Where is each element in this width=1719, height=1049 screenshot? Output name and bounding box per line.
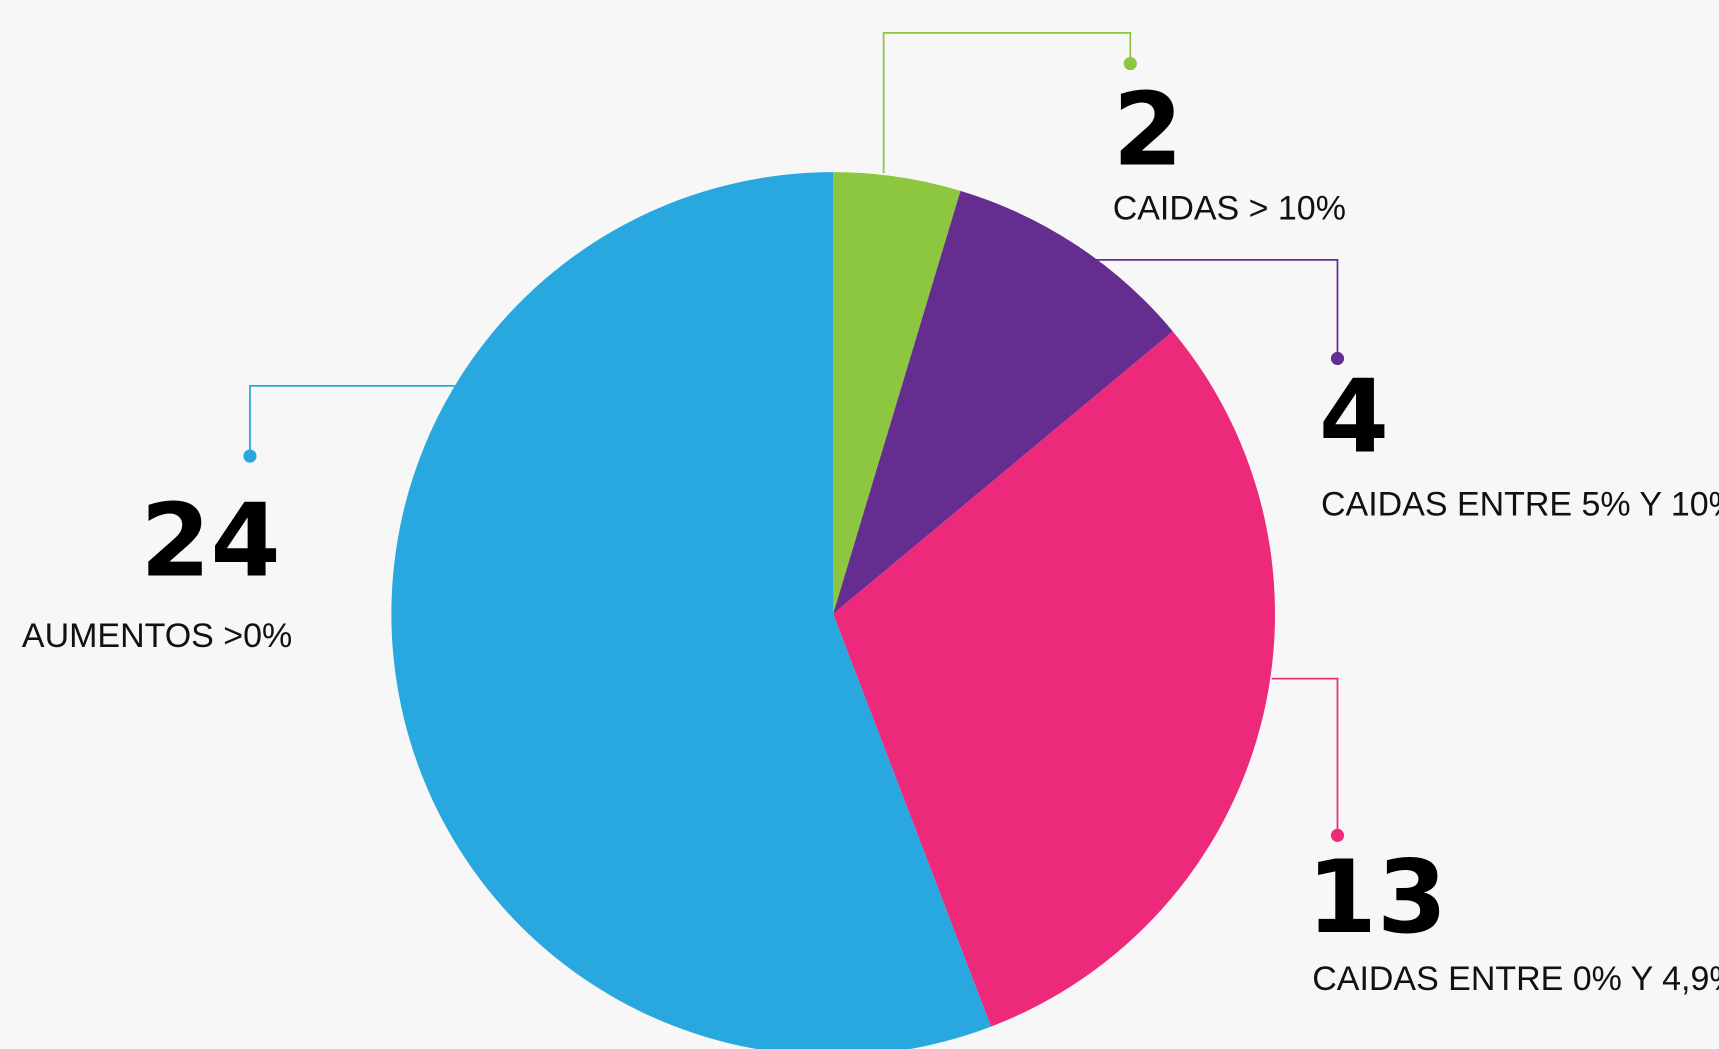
- leader-dot: [1330, 828, 1345, 842]
- pie-slice: [833, 190, 1173, 614]
- leader-dot: [243, 449, 257, 463]
- leader-line: [1271, 677, 1339, 836]
- pie-slice: [833, 331, 1275, 1027]
- pie-slice: [391, 172, 992, 1049]
- leader-dot: [1123, 57, 1137, 71]
- leader-line: [882, 32, 1132, 174]
- leader-line: [1096, 258, 1339, 359]
- value-label: 13: [1307, 838, 1447, 956]
- pie-slice: [833, 172, 961, 614]
- category-label: AUMENTOS >0%: [22, 617, 292, 655]
- category-label: CAIDAS ENTRE 5% Y 10%: [1321, 485, 1719, 523]
- value-label: 2: [1113, 70, 1183, 188]
- value-label: 4: [1319, 358, 1389, 476]
- leader-dot: [1330, 351, 1345, 366]
- leader-line: [249, 385, 455, 457]
- category-label: CAIDAS ENTRE 0% Y 4,9%: [1312, 960, 1719, 998]
- category-label: CAIDAS > 10%: [1113, 189, 1346, 227]
- value-label: 24: [140, 482, 280, 600]
